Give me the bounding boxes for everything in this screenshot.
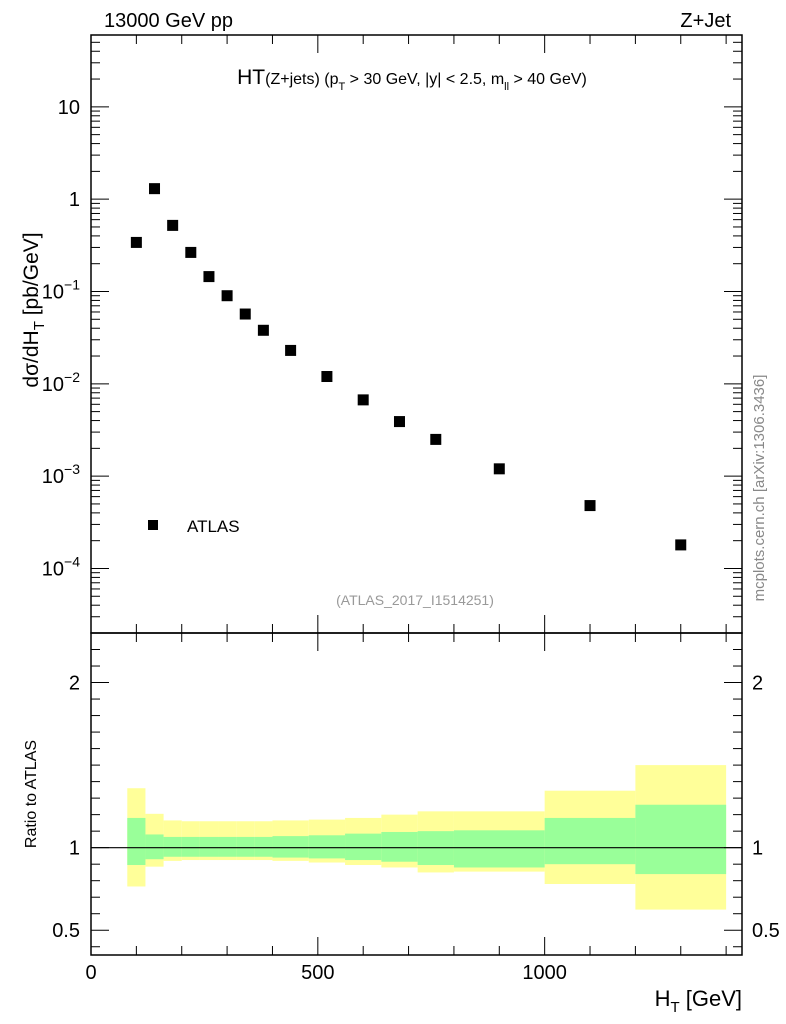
inner-band xyxy=(127,817,146,866)
data-point xyxy=(257,324,269,336)
inner-band xyxy=(199,836,219,857)
ratio-y-tick-label: 1 xyxy=(752,838,763,860)
data-point xyxy=(221,290,233,302)
y-tick-label: 10−4 xyxy=(42,553,80,580)
legend: ATLAS xyxy=(148,517,240,536)
y-tick-label: 10−1 xyxy=(42,276,80,303)
data-point xyxy=(393,416,405,428)
data-point xyxy=(321,371,333,383)
inner-band xyxy=(453,830,545,868)
inner-band xyxy=(236,836,255,857)
inner-band xyxy=(544,817,636,865)
data-point xyxy=(167,219,179,231)
data-point xyxy=(675,539,687,551)
inner-band xyxy=(218,836,237,857)
ratio-plot-axes: 0.5 0.5 1 1 2 2 0 500 1000 xyxy=(52,633,780,984)
ratio-y-tick-label: 0.5 xyxy=(52,920,80,942)
data-point xyxy=(584,500,596,512)
x-tick-label: 1000 xyxy=(522,962,567,984)
main-plot-frame xyxy=(90,34,743,634)
inner-band xyxy=(272,836,309,858)
inner-band xyxy=(308,835,346,859)
data-point xyxy=(149,183,161,195)
inner-band xyxy=(254,836,273,857)
ratio-y-tick-label: 0.5 xyxy=(752,920,780,942)
ratio-y-label: Ratio to ATLAS xyxy=(23,740,40,848)
plot-title: HT(Z+jets) (pT > 30 GeV, |y| < 2.5, mll … xyxy=(237,66,587,93)
inner-band xyxy=(381,831,418,862)
ratio-y-tick-label: 2 xyxy=(752,673,763,695)
ratio-plot: 0.5 0.5 1 1 2 2 0 500 1000 Ratio to ATLAS HT [Ge… xyxy=(23,632,780,1016)
inner-band xyxy=(345,833,382,861)
y-axis-label: dσ/dHT [pb/GeV] xyxy=(20,232,48,387)
inner-band xyxy=(145,834,164,860)
main-plot: 10 1 10−1 10−2 10−3 10−4 HT(Z+jets) (pT > 30 … xyxy=(20,34,743,634)
inner-band xyxy=(635,804,727,875)
data-point xyxy=(130,236,142,248)
y-tick-label: 10−3 xyxy=(42,461,80,488)
data-points xyxy=(130,183,687,551)
legend-label: ATLAS xyxy=(187,517,240,536)
data-point xyxy=(430,433,442,445)
y-tick-label: 10−2 xyxy=(42,369,80,396)
ratio-y-tick-label: 1 xyxy=(69,838,80,860)
inner-band xyxy=(163,836,182,857)
inner-band xyxy=(181,836,200,857)
data-point xyxy=(185,246,197,258)
main-plot-axes: 10 1 10−1 10−2 10−3 10−4 xyxy=(42,34,742,634)
ratio-bands xyxy=(91,765,742,910)
y-tick-label: 10 xyxy=(58,97,80,119)
data-point xyxy=(493,463,505,475)
data-point xyxy=(239,308,251,320)
ratio-plot-frame xyxy=(90,632,743,956)
energy-label: 13000 GeV pp xyxy=(104,10,233,32)
data-point xyxy=(285,344,297,356)
process-label: Z+Jet xyxy=(680,10,731,32)
data-point xyxy=(203,271,215,283)
source-watermark: mcplots.cern.ch [arXiv:1306.3436] xyxy=(751,375,768,602)
x-tick-label: 500 xyxy=(301,962,334,984)
legend-marker xyxy=(148,520,158,530)
y-tick-label: 1 xyxy=(69,189,80,211)
data-point xyxy=(357,394,369,406)
x-tick-label: 0 xyxy=(85,962,96,984)
ratio-y-tick-label: 2 xyxy=(69,673,80,695)
x-axis-label: HT [GeV] xyxy=(655,986,742,1016)
analysis-id-label: (ATLAS_2017_I1514251) xyxy=(336,592,494,608)
